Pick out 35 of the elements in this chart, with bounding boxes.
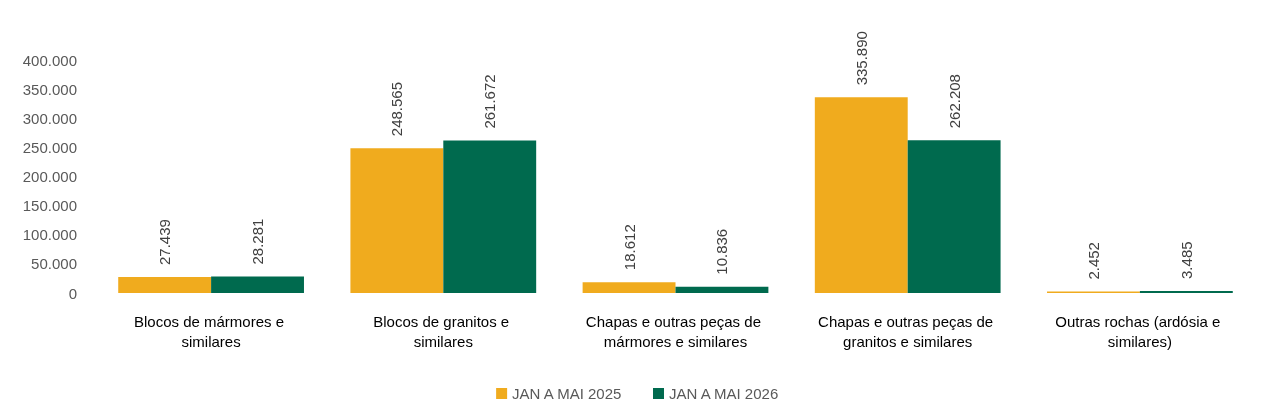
bar [582,282,676,293]
legend-label: JAN A MAI 2026 [669,385,779,402]
y-tick-label: 50.000 [31,255,77,273]
data-label: 335.890 [852,31,870,86]
y-tick-label: 0 [68,284,77,302]
data-label: 28.281 [249,218,267,265]
y-tick-label: 250.000 [22,138,77,156]
bar [907,140,1001,293]
legend-label: JAN A MAI 2025 [512,385,622,402]
bar [1139,290,1233,293]
data-label: 2.452 [1084,242,1102,280]
x-tick-label: Chapas e outras peças de mármores e similares [585,312,766,350]
x-tick-label: Chapas e outras peças de granitos e similares [818,312,998,350]
data-label: 248.565 [388,81,406,137]
bar [350,148,444,293]
y-tick-label: 350.000 [22,80,77,98]
bar [118,277,212,293]
y-tick-label: 100.000 [22,226,77,244]
y-tick-label: 300.000 [22,109,77,127]
bar [443,140,537,293]
x-tick-label: Outras rochas (ardósia e similares) [1055,312,1225,350]
y-tick-label: 200.000 [22,168,77,185]
bar [675,286,769,293]
bar [211,276,304,293]
y-tick-label: 400.000 [22,51,77,69]
data-label: 10.836 [713,228,731,275]
x-tick-label: Blocos de granitos e similares [373,312,514,350]
data-label: 3.485 [1177,241,1195,279]
y-tick-label: 150.000 [22,197,77,215]
data-label: 262.208 [945,74,963,129]
data-label: 18.612 [620,224,638,271]
bar [814,97,908,293]
data-label: 261.672 [481,74,499,129]
data-label: 27.439 [156,219,174,266]
x-tick-label: Blocos de mármores e similares [133,312,289,350]
